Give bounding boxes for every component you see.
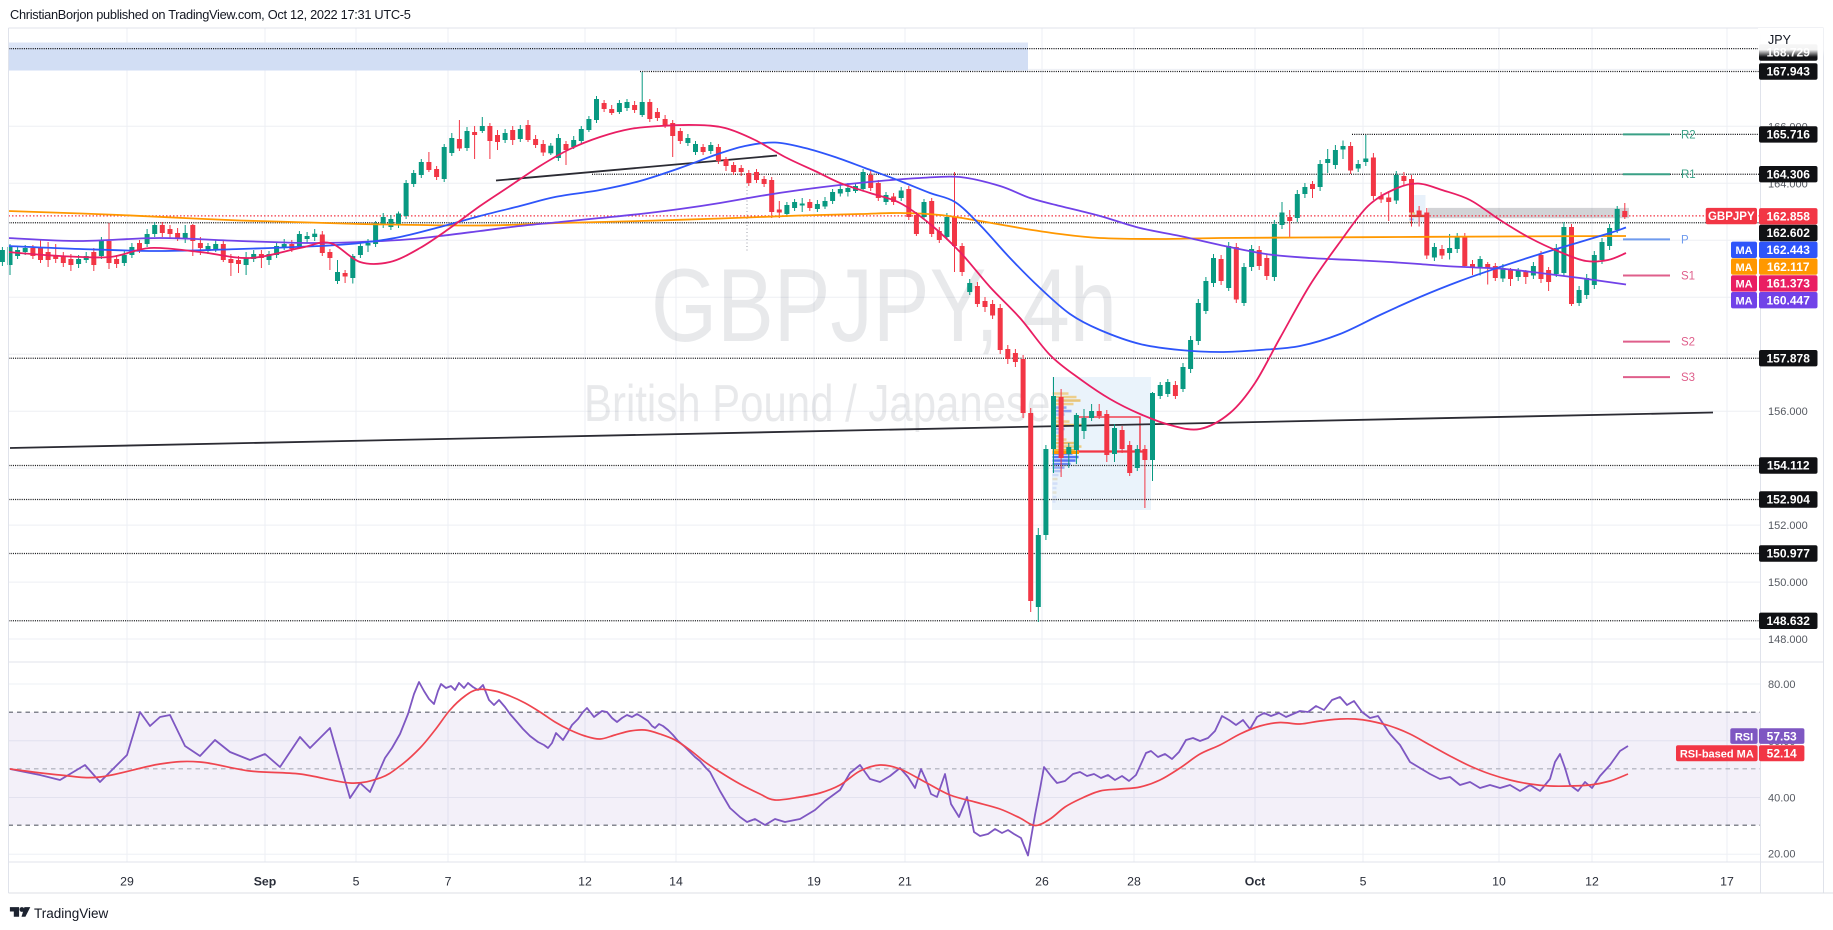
svg-text:40.00: 40.00 xyxy=(1768,793,1796,805)
svg-text:160.447: 160.447 xyxy=(1767,293,1811,307)
svg-text:148.632: 148.632 xyxy=(1767,614,1811,628)
svg-text:Sep: Sep xyxy=(254,875,277,889)
svg-text:26: 26 xyxy=(1035,875,1049,889)
svg-text:S2: S2 xyxy=(1681,337,1695,349)
svg-text:GBPJPY, 4h: GBPJPY, 4h xyxy=(651,248,1117,364)
svg-text:MA: MA xyxy=(1735,245,1752,257)
svg-text:P: P xyxy=(1681,234,1689,246)
svg-text:TradingView: TradingView xyxy=(34,906,109,921)
svg-text:RSI-based MA: RSI-based MA xyxy=(1680,749,1754,761)
svg-text:167.943: 167.943 xyxy=(1767,65,1811,79)
svg-text:S1: S1 xyxy=(1681,271,1695,283)
svg-text:162.443: 162.443 xyxy=(1767,243,1811,257)
svg-text:161.373: 161.373 xyxy=(1767,277,1811,291)
svg-text:14: 14 xyxy=(669,875,683,889)
svg-text:10: 10 xyxy=(1492,875,1506,889)
svg-text:19: 19 xyxy=(807,875,821,889)
svg-text:7: 7 xyxy=(445,875,452,889)
svg-text:RSI: RSI xyxy=(1735,731,1753,743)
svg-text:MA: MA xyxy=(1735,262,1752,274)
svg-text:157.878: 157.878 xyxy=(1767,351,1811,365)
svg-text:156.000: 156.000 xyxy=(1768,406,1808,418)
svg-text:20.00: 20.00 xyxy=(1768,849,1796,861)
svg-text:162.117: 162.117 xyxy=(1767,260,1810,274)
svg-text:165.716: 165.716 xyxy=(1767,128,1811,142)
svg-text:80.00: 80.00 xyxy=(1768,679,1796,691)
svg-text:52.14: 52.14 xyxy=(1767,747,1797,761)
svg-text:152.904: 152.904 xyxy=(1767,493,1811,507)
svg-text:29: 29 xyxy=(120,875,134,889)
svg-text:28: 28 xyxy=(1127,875,1141,889)
svg-text:21: 21 xyxy=(898,875,912,889)
svg-text:S3: S3 xyxy=(1681,372,1695,384)
svg-text:162.858: 162.858 xyxy=(1767,210,1811,224)
svg-text:17: 17 xyxy=(1720,875,1734,889)
svg-text:162.602: 162.602 xyxy=(1767,226,1811,240)
svg-text:5: 5 xyxy=(1360,875,1367,889)
svg-text:164.306: 164.306 xyxy=(1767,167,1811,181)
svg-text:MA: MA xyxy=(1735,295,1752,307)
svg-text:5: 5 xyxy=(353,875,360,889)
svg-text:MA: MA xyxy=(1735,279,1752,291)
svg-text:R1: R1 xyxy=(1681,169,1696,181)
svg-text:152.000: 152.000 xyxy=(1768,520,1808,532)
svg-text:150.000: 150.000 xyxy=(1768,577,1808,589)
svg-text:ChristianBorjon published on T: ChristianBorjon published on TradingView… xyxy=(10,7,411,22)
svg-text:GBPJPY: GBPJPY xyxy=(1708,211,1755,223)
svg-text:12: 12 xyxy=(1585,875,1599,889)
svg-text:R2: R2 xyxy=(1681,129,1696,141)
svg-text:150.977: 150.977 xyxy=(1767,547,1811,561)
svg-text:JPY: JPY xyxy=(1768,33,1792,47)
svg-text:12: 12 xyxy=(578,875,592,889)
svg-text:British Pound / Japanese Yen: British Pound / Japanese Yen xyxy=(584,375,1132,433)
svg-text:57.53: 57.53 xyxy=(1767,729,1797,743)
svg-text:Oct: Oct xyxy=(1245,875,1266,889)
svg-text:148.000: 148.000 xyxy=(1768,634,1808,646)
svg-text:154.112: 154.112 xyxy=(1767,459,1810,473)
